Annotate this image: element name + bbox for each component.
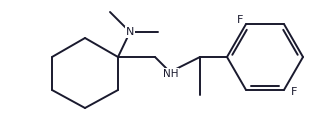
Text: N: N — [126, 27, 134, 37]
Text: NH: NH — [163, 69, 179, 79]
Text: F: F — [291, 87, 297, 97]
Text: F: F — [237, 15, 243, 25]
